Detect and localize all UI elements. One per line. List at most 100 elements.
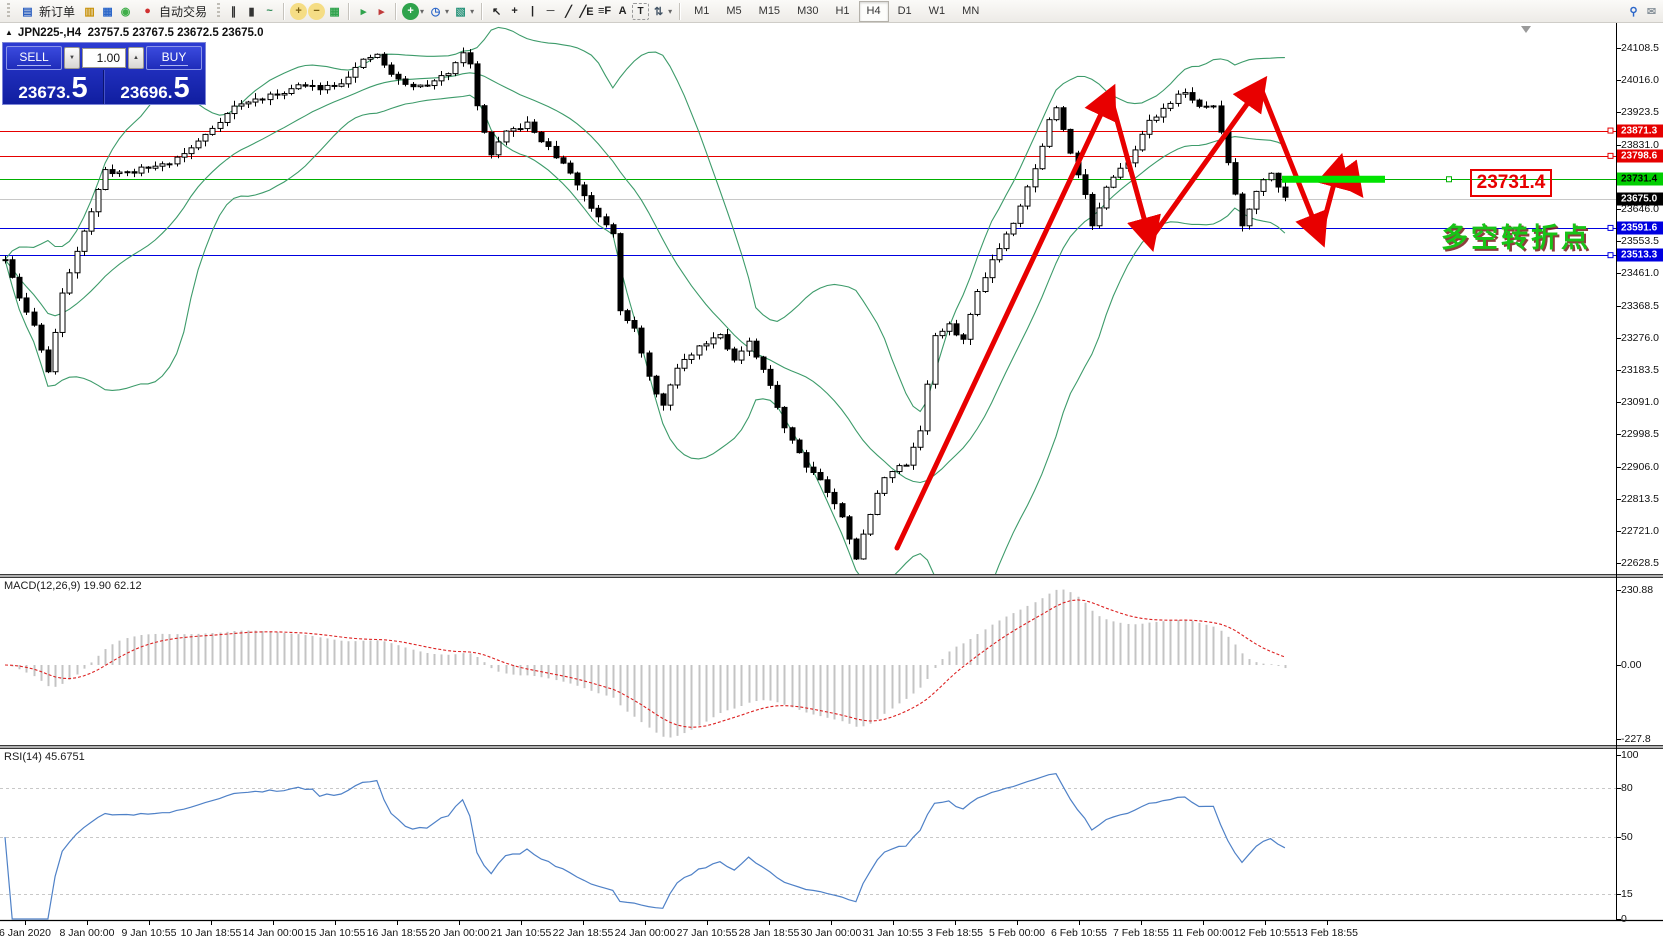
rsi-axis-label: 0 xyxy=(1621,913,1627,925)
collapse-icon[interactable]: ▲ xyxy=(5,28,13,37)
chart-shift-icon[interactable]: ▸ xyxy=(378,5,385,18)
templates-icon-caret[interactable]: ▾ xyxy=(470,6,475,16)
price-axis-label: 24016.0 xyxy=(1621,74,1659,87)
toolbar-grip xyxy=(7,3,10,19)
cursor-icon[interactable]: ↖ xyxy=(491,5,502,18)
signal-icon[interactable]: ◉ xyxy=(120,5,131,18)
timeframe-mn-button[interactable]: MN xyxy=(962,5,980,17)
toolbar-separator xyxy=(481,2,484,20)
price-badge: 23871.3 xyxy=(1617,124,1663,138)
zoom-out-icon[interactable]: − xyxy=(308,2,326,20)
rsi-axis-label: 80 xyxy=(1621,781,1633,794)
vertical-line-icon[interactable]: | xyxy=(531,5,535,17)
time-axis-label: 21 Jan 10:55 xyxy=(490,927,552,939)
line-chart-icon[interactable]: ~ xyxy=(266,5,273,17)
price-axis-label: 23276.0 xyxy=(1621,331,1659,344)
trendline-icon[interactable]: ╱ xyxy=(565,5,572,18)
green-line-anchor[interactable] xyxy=(1446,176,1452,183)
price-axis-label: 23091.0 xyxy=(1621,396,1659,409)
text-label-icon[interactable]: T xyxy=(632,2,650,20)
timeframe-h4-button[interactable]: H4 xyxy=(858,0,889,22)
volume-increase-button[interactable]: ▲ xyxy=(128,46,144,69)
fibonacci-icon[interactable]: ≡F xyxy=(598,5,612,17)
time-axis-label: 12 Feb 10:55 xyxy=(1234,927,1296,939)
chat-icon[interactable]: ✉ xyxy=(1646,5,1657,18)
periods-icon[interactable]: ◷ xyxy=(430,5,441,18)
indicators-icon[interactable]: + xyxy=(402,2,420,20)
tile-windows-icon[interactable]: ▦ xyxy=(329,5,340,18)
periods-icon-caret[interactable]: ▾ xyxy=(445,6,450,16)
arrows-icon-caret[interactable]: ▾ xyxy=(668,6,673,16)
equidistant-channel-icon[interactable]: ╱E xyxy=(579,5,594,18)
chart-canvas[interactable] xyxy=(0,23,1663,946)
symbol-ohlc-bar[interactable]: ▲ JPN225-,H4 23757.5 23767.5 23672.5 2367… xyxy=(5,27,263,39)
buy-button[interactable]: BUY xyxy=(146,45,202,70)
time-axis-label: 31 Jan 10:55 xyxy=(862,927,924,939)
timeframe-m5-button[interactable]: M5 xyxy=(726,5,742,17)
price-axis-label: 22813.5 xyxy=(1621,492,1659,505)
candlestick-chart-icon[interactable]: ▮ xyxy=(248,5,255,18)
timeframe-m1-button[interactable]: M1 xyxy=(694,5,710,17)
crosshair-icon[interactable]: + xyxy=(511,5,518,17)
time-axis-label: 15 Jan 10:55 xyxy=(304,927,366,939)
sell-button[interactable]: SELL xyxy=(6,45,62,70)
time-axis-label: 7 Feb 18:55 xyxy=(1112,927,1170,939)
time-axis-label: 22 Jan 18:55 xyxy=(552,927,614,939)
line-anchor[interactable] xyxy=(1607,224,1614,231)
macd-histogram xyxy=(11,589,1287,738)
volume-decrease-button[interactable]: ▼ xyxy=(64,46,80,69)
buy-price: 23696. 5 xyxy=(120,72,190,105)
line-anchor[interactable] xyxy=(1607,252,1614,259)
timeframe-m15-button[interactable]: M15 xyxy=(758,5,781,17)
bollinger-bands xyxy=(4,26,1286,574)
macd-axis-label: 0.00 xyxy=(1621,659,1642,671)
price-axis-label: 24108.5 xyxy=(1621,42,1659,54)
price-badge: 23591.6 xyxy=(1617,221,1663,235)
pane-splitter[interactable] xyxy=(0,745,1663,747)
arrows-icon[interactable]: ⇅ xyxy=(653,5,664,18)
autotrading-button-icon: ● xyxy=(144,5,151,17)
price-axis-label: 22998.5 xyxy=(1621,428,1659,441)
new-order-button-icon: ▤ xyxy=(22,5,33,18)
rsi-axis-label: 15 xyxy=(1621,888,1633,901)
time-axis-label: 14 Jan 00:00 xyxy=(242,927,304,939)
templates-icon[interactable]: ▧ xyxy=(455,5,466,18)
market-watch-icon[interactable]: ▦ xyxy=(102,5,113,18)
price-callout-label[interactable]: 23731.4 xyxy=(1470,169,1552,197)
trend-zigzag-arrows[interactable] xyxy=(894,75,1364,551)
price-badge: 23513.3 xyxy=(1617,248,1663,262)
support-highlight-line[interactable] xyxy=(1282,175,1385,183)
timeframe-m30-button[interactable]: M30 xyxy=(797,5,819,17)
horizontal-levels[interactable] xyxy=(0,131,1616,256)
autotrading-button[interactable]: ● 自动交易 xyxy=(135,2,212,21)
panel-divider xyxy=(103,70,105,104)
indicators-icon-caret[interactable]: ▾ xyxy=(420,6,425,16)
pane-splitter[interactable] xyxy=(0,574,1663,576)
time-axis-label: 24 Jan 00:00 xyxy=(614,927,676,939)
time-axis-label: 27 Jan 10:55 xyxy=(676,927,738,939)
timeframe-h1-button[interactable]: H1 xyxy=(835,5,850,17)
text-icon[interactable]: A xyxy=(618,5,627,17)
price-badge: 23675.0 xyxy=(1617,192,1663,206)
pane-splitter[interactable] xyxy=(0,576,1663,578)
pane-splitter[interactable] xyxy=(0,747,1663,749)
charts-stack-icon[interactable]: ▥ xyxy=(84,5,95,18)
line-anchor[interactable] xyxy=(1607,152,1614,159)
price-axis-label: 23183.5 xyxy=(1621,363,1659,376)
zoom-in-icon[interactable]: + xyxy=(290,2,308,20)
new-order-button[interactable]: ▤ 新订单 xyxy=(15,2,80,21)
search-icon[interactable]: ⚲ xyxy=(1629,5,1638,18)
time-axis-label: 28 Jan 18:55 xyxy=(738,927,800,939)
volume-input[interactable]: 1.00 xyxy=(82,47,126,68)
toolbar-separator xyxy=(395,2,398,20)
timeframe-d1-button[interactable]: D1 xyxy=(897,5,912,17)
turning-point-annotation[interactable]: 多空转折点 xyxy=(1441,223,1591,253)
chart-shift-marker[interactable] xyxy=(1521,26,1531,33)
sell-price: 23673. 5 xyxy=(18,72,88,105)
ohlc-bars-icon[interactable]: ∥ xyxy=(230,5,237,18)
horizontal-line-icon[interactable]: ─ xyxy=(546,5,555,17)
auto-scroll-icon[interactable]: ▸ xyxy=(360,5,367,18)
time-axis-label: 9 Jan 10:55 xyxy=(121,927,177,939)
line-anchor[interactable] xyxy=(1607,127,1614,134)
timeframe-w1-button[interactable]: W1 xyxy=(928,5,946,17)
